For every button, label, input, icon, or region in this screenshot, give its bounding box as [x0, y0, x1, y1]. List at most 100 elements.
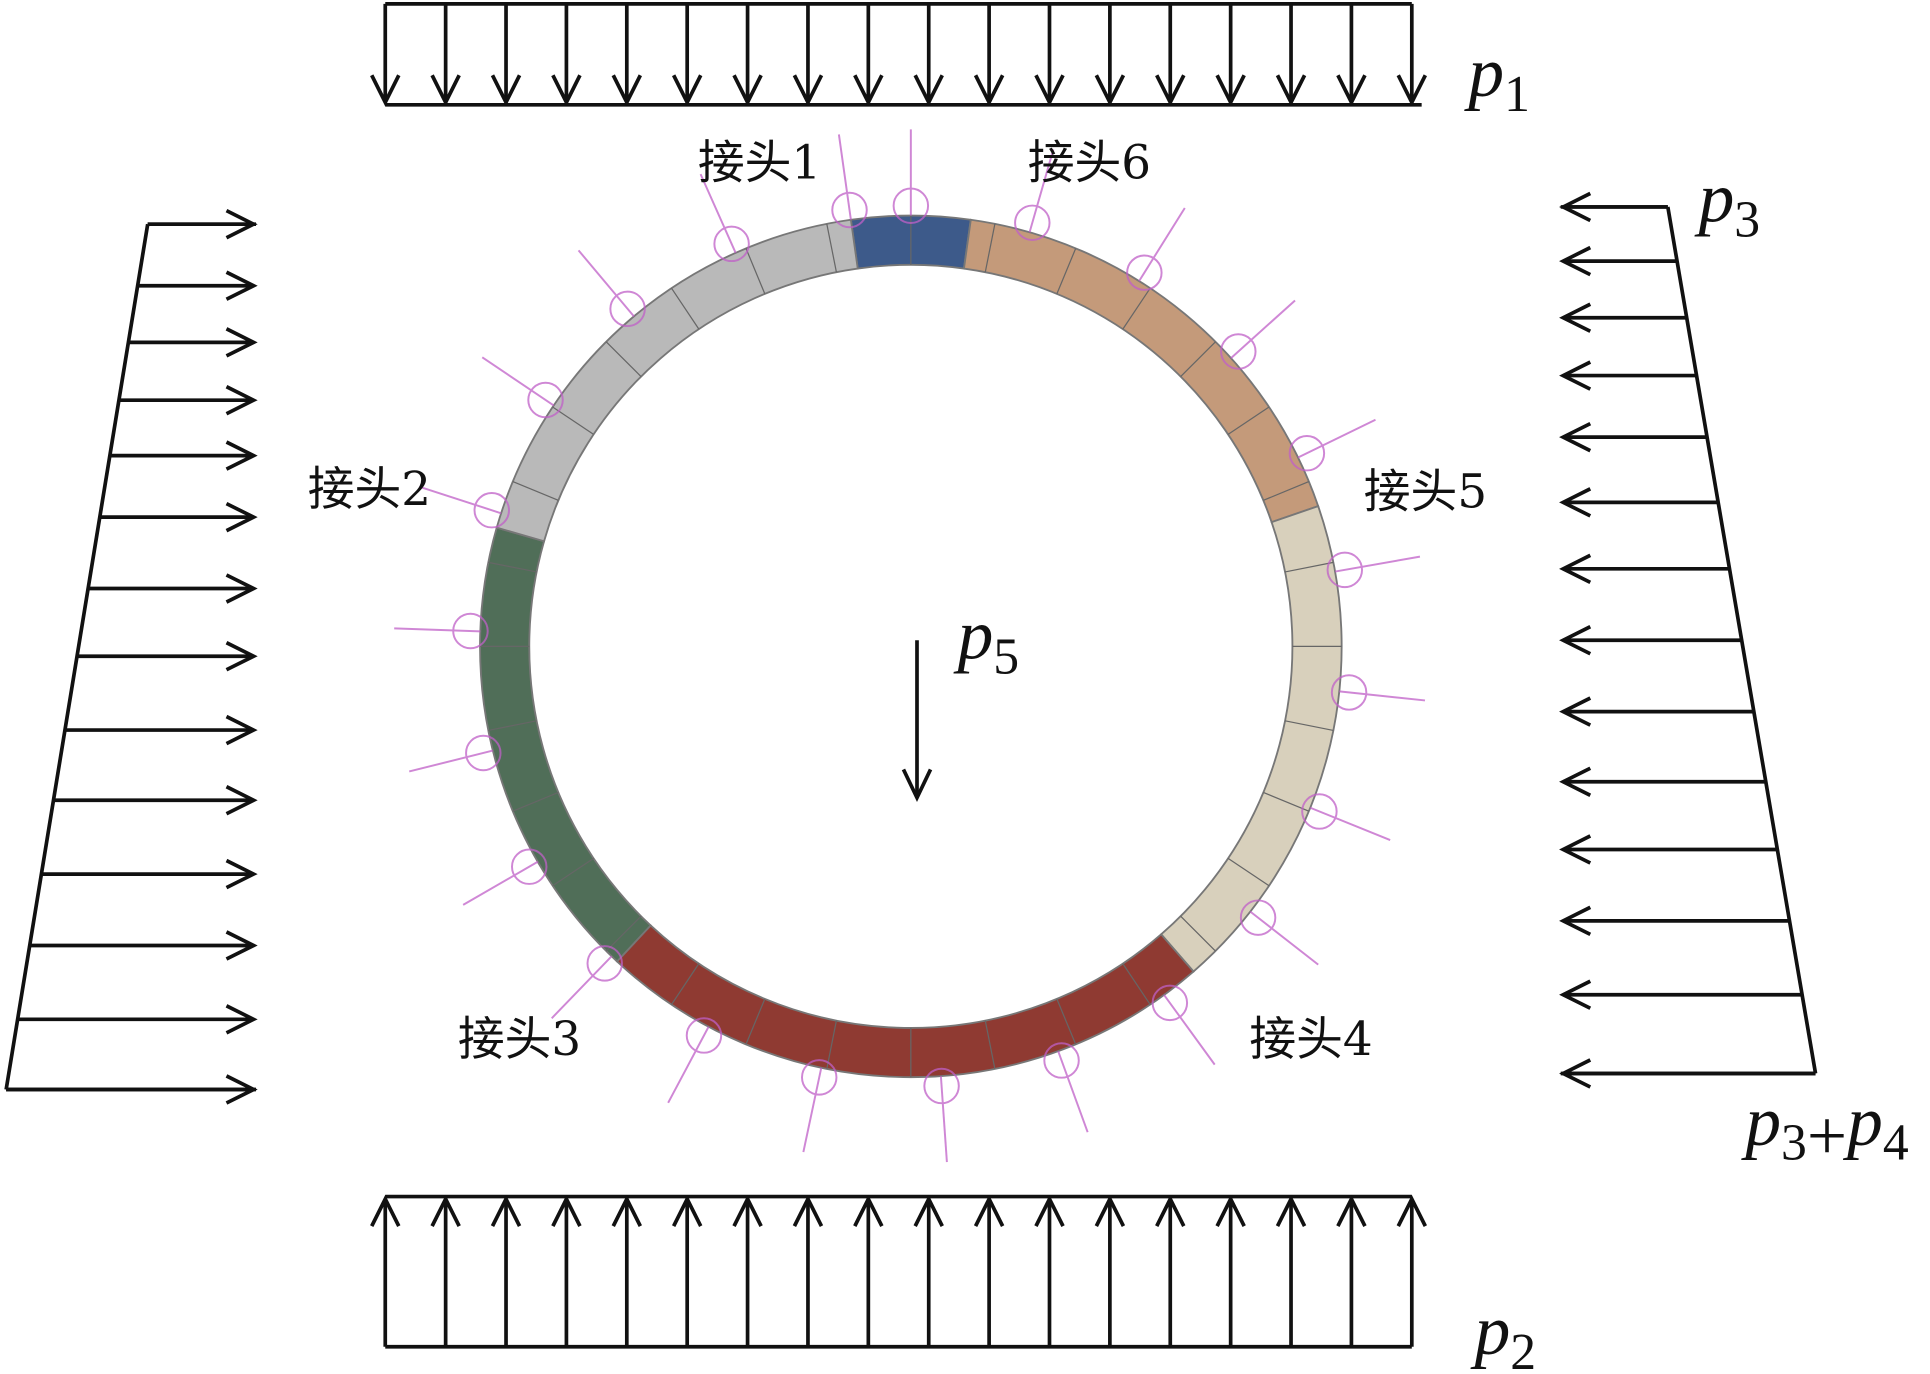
arrow-head: [853, 74, 884, 107]
spring-node: [1239, 899, 1277, 936]
spring: [939, 1076, 948, 1163]
arrow-head: [1559, 191, 1592, 223]
element-edge: [512, 480, 559, 501]
arrow-head: [370, 1194, 401, 1227]
spring-node: [1330, 674, 1368, 711]
spring: [1057, 1050, 1089, 1133]
spring: [667, 1026, 710, 1104]
arrow-head: [490, 74, 522, 107]
segment: [479, 526, 652, 963]
arrow-head: [1559, 245, 1592, 277]
element-edge: [984, 1020, 996, 1070]
spring-node: [1151, 984, 1189, 1022]
arrow-head: [1559, 553, 1592, 585]
spring: [418, 485, 502, 515]
element-edge: [552, 857, 594, 887]
spring-node: [586, 945, 623, 982]
element-edge: [1180, 915, 1216, 952]
arrow-head: [225, 858, 258, 890]
spring-node: [527, 381, 564, 419]
joint-label: 接头2: [308, 463, 431, 517]
arrow-head: [225, 385, 258, 416]
arrow-head: [1396, 74, 1427, 107]
spring: [481, 356, 555, 407]
symbol: p: [1740, 1082, 1781, 1161]
arrow-head: [1559, 487, 1592, 518]
element-edge: [745, 998, 766, 1045]
element-edge: [745, 248, 766, 295]
arrow-head: [1336, 1194, 1367, 1227]
element-edge: [488, 720, 537, 732]
segment: [495, 218, 859, 543]
arrow-head: [1559, 979, 1592, 1010]
spring: [408, 749, 494, 773]
symbol: p: [1694, 159, 1735, 238]
arrow-head: [1336, 74, 1367, 107]
arrow-head: [1215, 1194, 1246, 1227]
arrow-head: [225, 501, 258, 533]
arrow-head: [551, 74, 582, 107]
spring-node: [1288, 434, 1326, 472]
element-edge: [1122, 287, 1151, 330]
arrow-head: [913, 1194, 944, 1227]
arrow-head: [1155, 74, 1186, 107]
arrow-head: [973, 74, 1005, 107]
arrow-head: [225, 440, 258, 471]
spring-node: [465, 734, 502, 772]
arrow-head: [1034, 74, 1065, 107]
spring-node: [831, 191, 868, 229]
arrow-head: [671, 74, 703, 107]
symbol: p: [953, 596, 994, 675]
spring-node: [473, 491, 510, 529]
spring-node: [892, 187, 930, 224]
joint-label: 接头5: [1364, 465, 1487, 519]
spring-node: [1126, 254, 1163, 291]
arrow-head: [490, 1194, 522, 1227]
load-label: p5: [953, 596, 1020, 686]
element-edge: [670, 963, 700, 1005]
spring: [1163, 994, 1216, 1066]
subscript: 3: [1734, 192, 1760, 249]
element-edge: [1284, 561, 1334, 573]
arrow-head: [225, 930, 258, 961]
joint-label: 接头3: [458, 1013, 581, 1067]
subscript: 3: [1781, 1115, 1807, 1172]
subscript: 1: [1504, 66, 1530, 123]
element-edge: [605, 915, 642, 952]
arrow-head: [430, 1194, 461, 1227]
arrow-head: [853, 1194, 884, 1227]
subscript: 5: [993, 628, 1019, 685]
arrow-head: [1559, 1058, 1592, 1089]
arrow-head: [1559, 696, 1592, 727]
spring: [1028, 149, 1055, 233]
spring-node: [685, 1017, 723, 1054]
arrow-head: [611, 74, 642, 107]
arrow-head: [1396, 1194, 1427, 1227]
spring: [462, 860, 539, 906]
joint-label: 接头4: [1249, 1013, 1372, 1067]
arrow-head: [1155, 1194, 1186, 1227]
spring-node: [1326, 551, 1364, 589]
element-edge: [605, 341, 642, 378]
arrow-head: [1215, 74, 1246, 107]
arrow-head: [225, 209, 258, 240]
arrow-head: [225, 785, 258, 816]
element-edge: [1227, 406, 1270, 435]
spring: [802, 1067, 823, 1153]
arrow-head: [1559, 421, 1592, 453]
element-edge: [826, 1020, 838, 1070]
arrow-head: [732, 1194, 763, 1227]
element-edge: [512, 791, 559, 812]
element-edge: [1056, 248, 1077, 295]
arrow-head: [732, 74, 763, 107]
segment: [615, 924, 1195, 1079]
load-label: p3: [1694, 159, 1761, 249]
arrow-head: [1559, 625, 1592, 656]
element-edge: [1122, 963, 1151, 1005]
spring-node: [1043, 1042, 1080, 1079]
joint-label: 接头6: [1028, 137, 1151, 191]
arrow-head: [225, 270, 258, 301]
arrow-head: [225, 1074, 258, 1105]
symbol: p: [1842, 1082, 1883, 1161]
